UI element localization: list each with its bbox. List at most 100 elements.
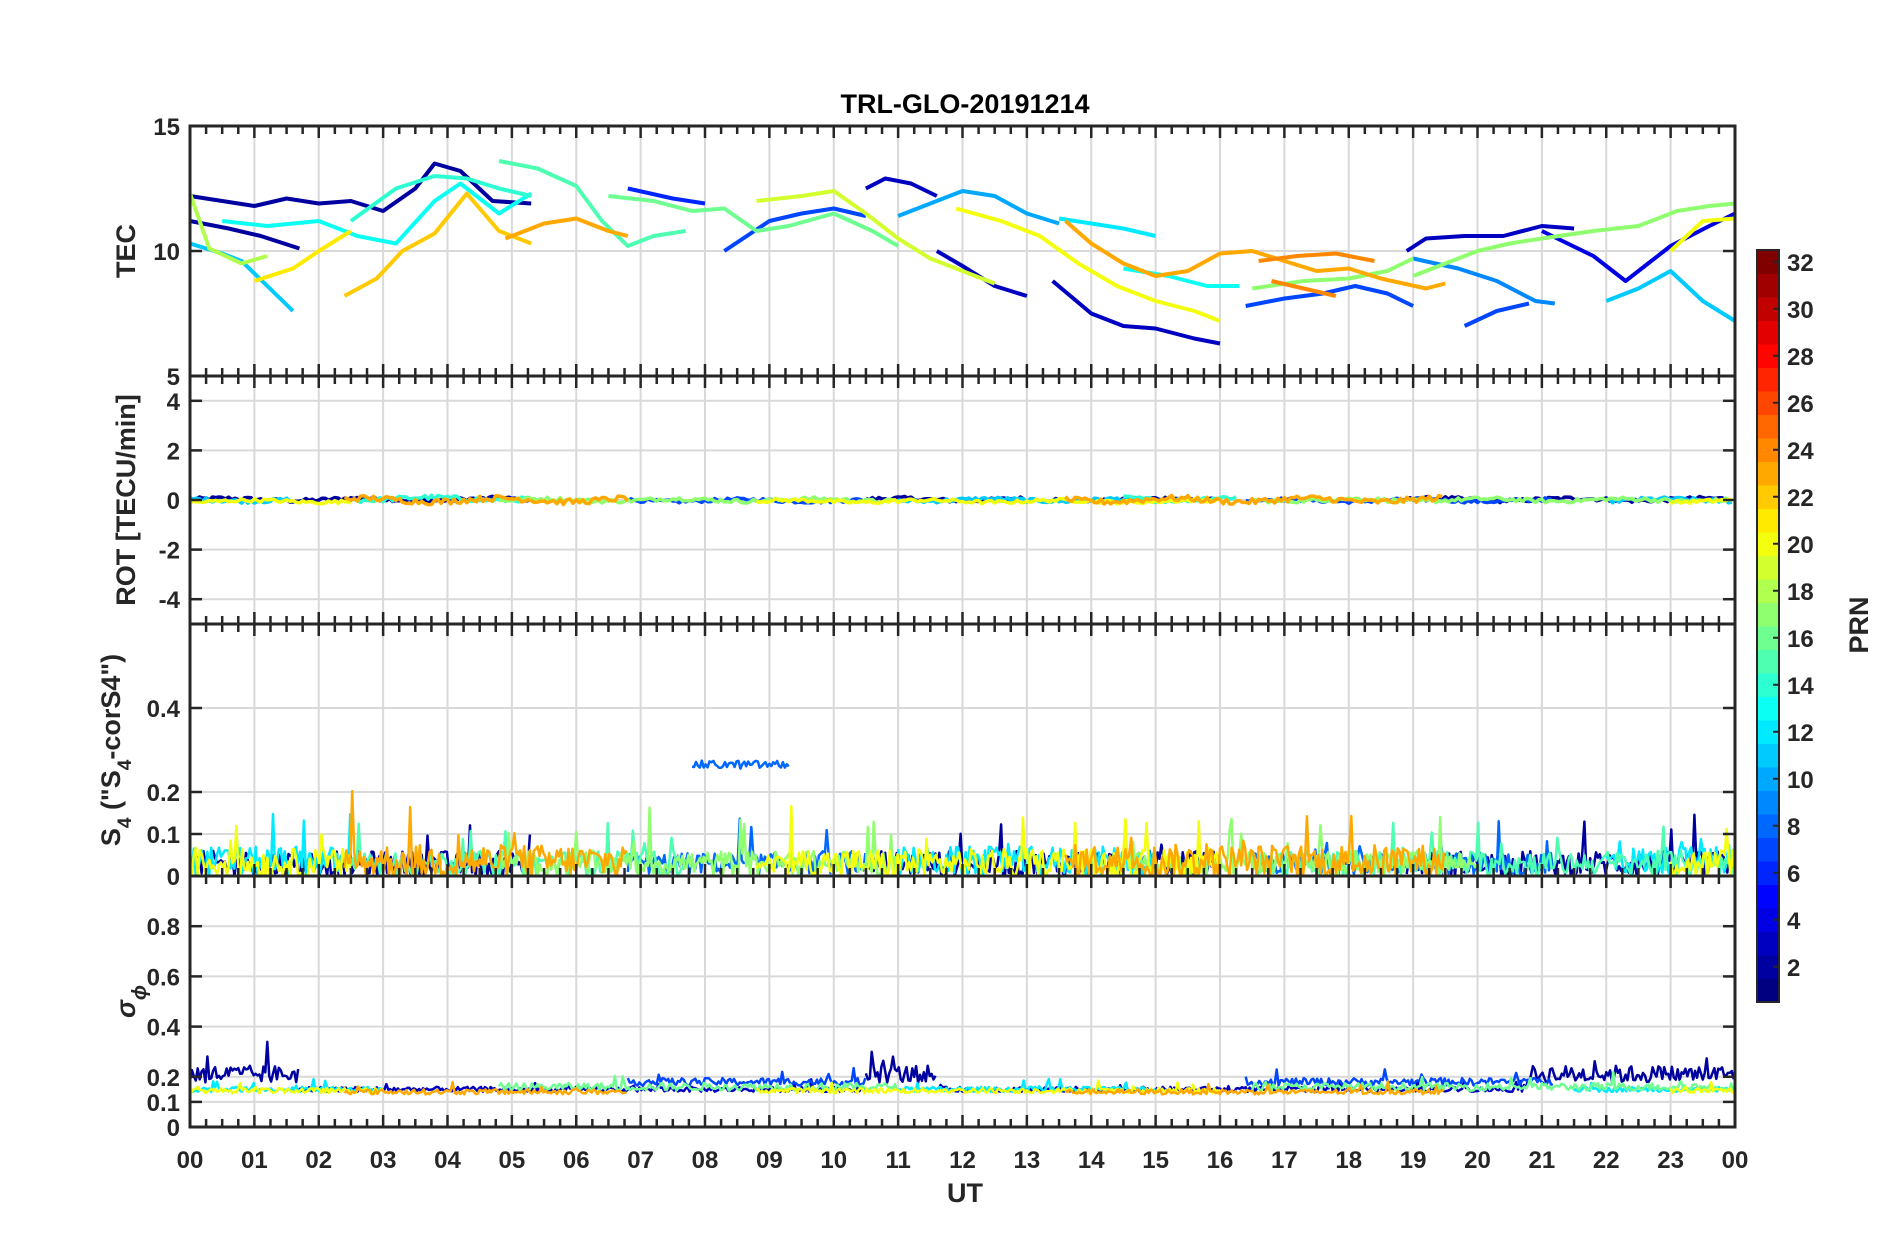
colorbar-segment xyxy=(1757,320,1779,345)
tec-series-prn-3 xyxy=(864,176,938,198)
tec-series-prn-21 xyxy=(253,229,352,283)
y-tick-label: 5 xyxy=(167,364,180,391)
tec-series-prn-6 xyxy=(627,186,706,206)
sigma-series-prn-7 xyxy=(626,1066,867,1087)
tec-series-prn-12 xyxy=(1058,216,1157,238)
tec-series-prn-23 xyxy=(1064,219,1446,291)
colorbar-tick-label: 12 xyxy=(1787,720,1814,747)
x-axis: 00 01 02 03 04 05 06 07 08 09 10 11 12 13 14 15 16 17 18 19… xyxy=(177,1147,1749,1174)
y-tick-label: 0 xyxy=(167,488,180,515)
y-tick-label: 0.2 xyxy=(147,780,180,807)
colorbar-tick-label: 2 xyxy=(1787,955,1800,982)
x-tick-label: 03 xyxy=(370,1147,397,1174)
rot-series-prn-23 xyxy=(1064,493,1443,506)
sigma-series-prn-7 xyxy=(1244,1068,1554,1087)
x-tick-label: 19 xyxy=(1400,1147,1427,1174)
tec-series-prn-3 xyxy=(1051,279,1221,346)
y-tick-label: 10 xyxy=(153,239,180,266)
colorbar-segment xyxy=(1757,837,1779,862)
rot-series-prn-20 xyxy=(189,496,352,506)
colorbar-segment xyxy=(1757,438,1779,462)
colorbar-segment xyxy=(1757,767,1779,791)
colorbar-tick-label: 6 xyxy=(1787,861,1800,888)
colorbar-segment xyxy=(1757,814,1779,838)
x-tick-label: 12 xyxy=(949,1147,976,1174)
tec-series-prn-24 xyxy=(1271,279,1337,298)
colorbar-segment xyxy=(1757,626,1779,650)
x-tick-label: 17 xyxy=(1271,1147,1298,1174)
chart-title: TRL-GLO-20191214 xyxy=(840,89,1089,119)
tec-series-prn-13 xyxy=(221,181,533,246)
sigma-series-prn-20 xyxy=(1669,1080,1736,1095)
sigma-series-prn-2 xyxy=(864,1050,937,1084)
colorbar-segment xyxy=(1757,978,1779,1003)
tec-series-prn-17 xyxy=(1412,201,1736,278)
rot-series-prn-20 xyxy=(755,496,1218,506)
x-tick-label: 02 xyxy=(305,1147,332,1174)
x-tick-label: 04 xyxy=(434,1147,461,1174)
tec-series-prn-20 xyxy=(1669,216,1736,253)
y-tick-label: 0.8 xyxy=(147,914,180,941)
colorbar-tick-label: 28 xyxy=(1787,344,1814,371)
x-tick-label: 06 xyxy=(563,1147,590,1174)
colorbar-segment xyxy=(1757,861,1779,885)
tec-series-prn-11 xyxy=(1605,269,1737,323)
s4-series-prn-23 xyxy=(343,789,628,878)
colorbar-segment xyxy=(1757,673,1779,697)
y-tick-label: 0.1 xyxy=(147,1090,180,1117)
tec-series-prn-2 xyxy=(189,161,532,213)
y-tick-label: 0 xyxy=(167,864,180,891)
sigma-series-prn-23 xyxy=(1064,1080,1445,1096)
tec-series-prn-7 xyxy=(1245,284,1414,308)
tec-series-prn-20 xyxy=(955,206,1221,323)
colorbar-tick-label: 14 xyxy=(1787,673,1814,700)
tec-series-prn-22 xyxy=(343,191,532,298)
y-axis-title: ROT [TECU/min] xyxy=(111,394,141,605)
colorbar-segment xyxy=(1757,555,1779,580)
rot-series-prn-23 xyxy=(343,493,630,507)
colorbar-segment xyxy=(1757,955,1779,979)
colorbar-tick-label: 4 xyxy=(1787,908,1801,935)
colorbar-tick-label: 32 xyxy=(1787,250,1814,277)
s4-series-prn-20 xyxy=(1669,827,1736,877)
colorbar-tick-label: 30 xyxy=(1787,297,1814,324)
colorbar-segment xyxy=(1757,508,1779,533)
x-tick-label: 00 xyxy=(1722,1147,1749,1174)
x-tick-label: 09 xyxy=(756,1147,783,1174)
colorbar-title: PRN xyxy=(1844,596,1874,653)
tec-series-prn-19 xyxy=(756,189,996,286)
y-tick-label: 2 xyxy=(167,438,180,465)
colorbar-segment xyxy=(1757,250,1779,274)
s4-series-prn-20 xyxy=(755,805,1222,878)
x-tick-label: 23 xyxy=(1657,1147,1684,1174)
x-tick-label: 08 xyxy=(692,1147,719,1174)
y-tick-label: 0.4 xyxy=(147,696,181,723)
colorbar-segment xyxy=(1757,931,1779,956)
colorbar-segment xyxy=(1757,720,1779,744)
x-tick-label: 21 xyxy=(1529,1147,1556,1174)
colorbar-segment xyxy=(1757,649,1779,674)
rot-series-prn-20 xyxy=(1669,497,1733,506)
x-tick-label: 15 xyxy=(1142,1147,1169,1174)
sigma-series-prn-20 xyxy=(756,1079,1221,1095)
colorbar-tick-label: 22 xyxy=(1787,485,1814,512)
sigma-series-prn-2 xyxy=(188,1040,300,1084)
x-tick-label: 05 xyxy=(499,1147,526,1174)
colorbar-segment xyxy=(1757,884,1779,909)
x-tick-label: 16 xyxy=(1207,1147,1234,1174)
tec-series-prn-15 xyxy=(498,159,687,248)
y-tick-label: 0.1 xyxy=(147,822,180,849)
colorbar-tick-label: 8 xyxy=(1787,814,1800,841)
x-tick-label: 14 xyxy=(1078,1147,1105,1174)
colorbar-tick-label: 16 xyxy=(1787,626,1814,653)
panel-rot: -4 -2 0 2 45 ROT [TECU/min] xyxy=(111,364,1737,626)
x-tick-label: 10 xyxy=(820,1147,847,1174)
colorbar-segment xyxy=(1757,908,1779,932)
tec-series-prn-14 xyxy=(349,174,532,223)
x-tick-label: 01 xyxy=(241,1147,268,1174)
x-tick-label: 07 xyxy=(627,1147,654,1174)
tec-series-prn-3 xyxy=(1405,224,1575,253)
colorbar-segment xyxy=(1757,743,1779,768)
colorbar-segment xyxy=(1757,485,1779,509)
